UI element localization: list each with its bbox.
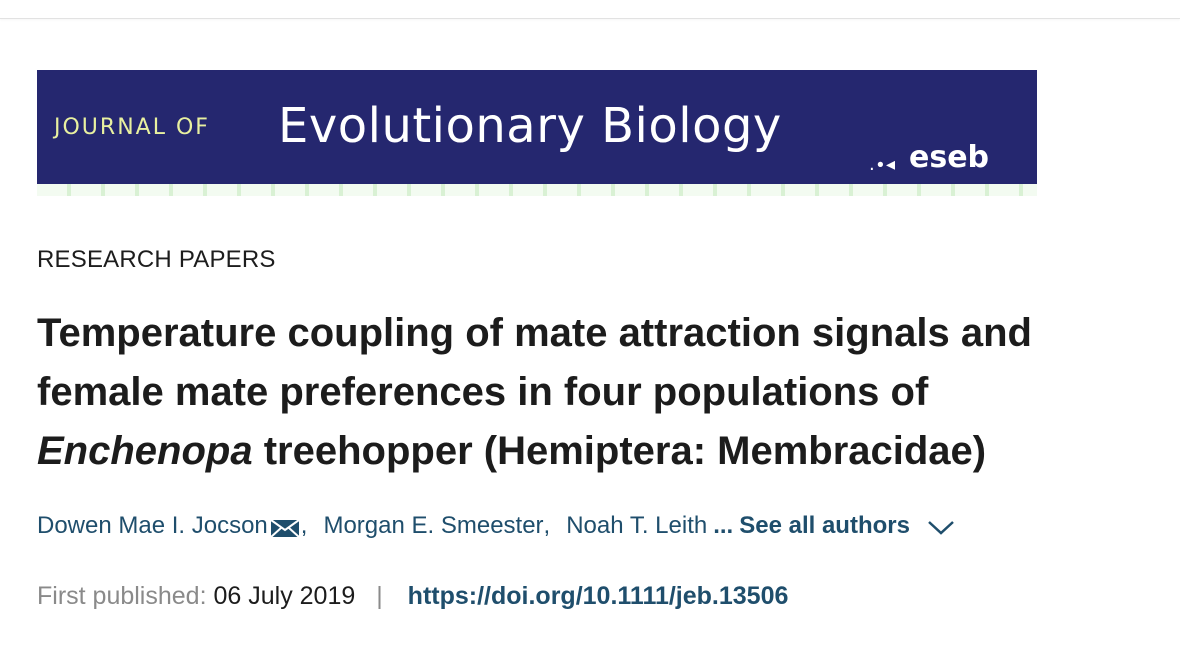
article-section: RESEARCH PAPERS [37,246,276,273]
title-line-1: Temperature coupling of mate attraction … [37,311,1032,355]
title-genus: Enchenopa [37,429,253,473]
author-link[interactable]: Noah T. Leith [566,512,708,539]
author-link[interactable]: Dowen Mae I. Jocson [37,512,268,539]
eseb-mark-icon: .∙◂ [869,154,896,175]
first-published-date: 06 July 2019 [213,582,356,610]
see-all-authors-label: See all authors [739,512,910,539]
pipe-divider: | [376,582,383,610]
authors-ellipsis: ... [713,512,734,539]
author-separator: , [543,512,551,539]
chevron-down-icon [926,516,956,536]
journal-banner[interactable]: JOURNAL OF Evolutionary Biology .∙◂ eseb [37,70,1037,184]
title-line-2: female mate preferences in four populati… [37,370,929,414]
see-all-authors-button[interactable]: See all authors [739,512,956,540]
author-list: Dowen Mae I. Jocson , Morgan E. Smeester… [37,512,956,540]
title-line-3: treehopper (Hemiptera: Membracidae) [252,429,987,473]
envelope-icon[interactable] [270,517,300,539]
first-published-label: First published: [37,582,207,610]
header-divider [0,0,1180,19]
journal-name: Evolutionary Biology [278,98,782,154]
publication-info: First published: 06 July 2019 | https://… [37,582,788,611]
journal-prefix: JOURNAL OF [54,115,210,140]
eseb-logo: .∙◂ eseb [869,140,1029,176]
banner-bottom-strip [37,184,1037,196]
article-title: Temperature coupling of mate attraction … [37,304,1167,481]
author-separator: , [300,512,308,539]
eseb-logo-text: eseb [909,140,990,175]
author-link[interactable]: Morgan E. Smeester [323,512,544,539]
doi-link[interactable]: https://doi.org/10.1111/jeb.13506 [407,582,789,610]
